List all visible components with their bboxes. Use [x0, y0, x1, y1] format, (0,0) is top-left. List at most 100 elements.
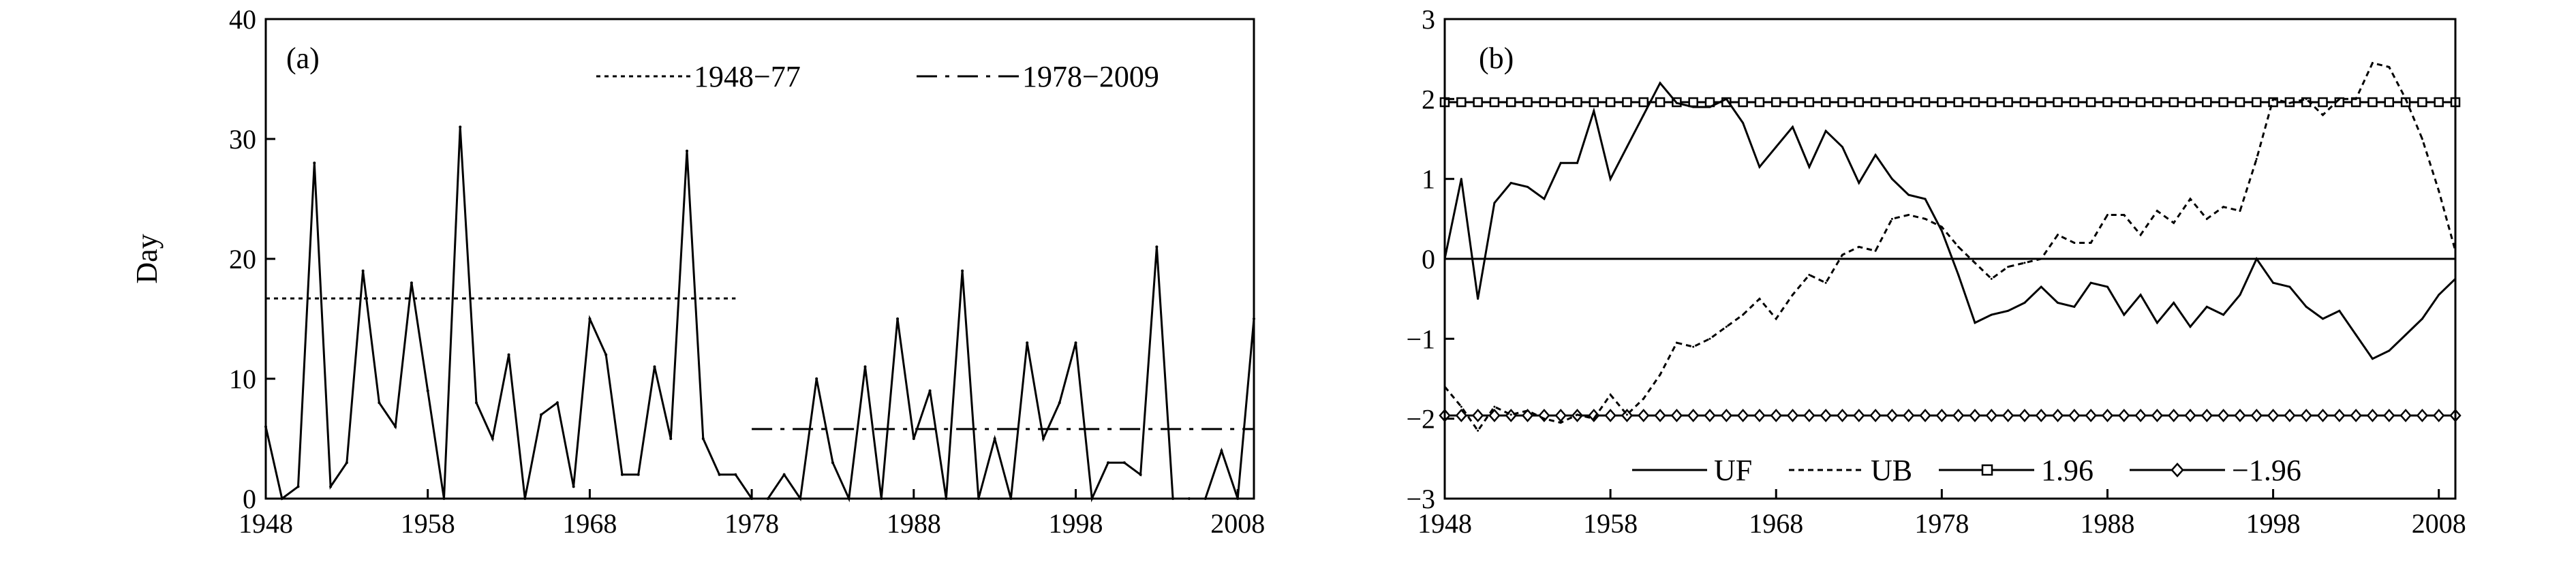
series-neg-1-96-marker: [2201, 409, 2213, 422]
panel-b-label: (b): [1479, 42, 1514, 75]
series-pos-1-96-marker: [2185, 97, 2196, 108]
panel-a-chart: 1948 1958 1968 1978 1988 1998 2008 0 10 20 30 40 (a…: [130, 4, 1265, 539]
data-point-uf: [1477, 298, 1479, 300]
legend-label-ub: UB: [1871, 454, 1912, 487]
data-point-ub: [1974, 262, 1976, 264]
data-point-days: [378, 401, 381, 405]
series-neg-1-96-marker: [1654, 409, 1666, 422]
data-point-uf: [1493, 202, 1496, 204]
series-neg-1-96-marker: [1853, 409, 1865, 422]
data-point-ub: [2404, 97, 2407, 100]
data-point-days: [928, 389, 932, 392]
data-point-ub: [1477, 429, 1479, 432]
data-point-ub: [1990, 277, 1993, 280]
series-neg-1-96-marker: [1919, 409, 1931, 422]
data-point-ub: [1593, 418, 1595, 420]
data-point-uf: [1808, 166, 1811, 168]
data-point-uf: [1858, 182, 1860, 185]
series-pos-1-96-marker: [1887, 97, 1897, 108]
panel-a-series-group: [264, 125, 1255, 503]
series-pos-1-96-marker: [2367, 97, 2378, 108]
series-neg-1-96-marker: [1836, 409, 1849, 422]
series-pos-1-96-marker: [1589, 97, 1599, 108]
data-point-uf: [1725, 97, 1728, 100]
data-point-uf: [1543, 198, 1546, 200]
data-point-days: [1139, 473, 1142, 476]
data-point-ub: [2106, 213, 2109, 216]
data-point-uf: [2189, 326, 2192, 328]
data-point-uf: [1559, 161, 1562, 164]
series-pos-1-96-marker: [1837, 97, 1847, 108]
series-neg-1-96-marker: [1803, 409, 1815, 422]
data-point-ub: [1808, 273, 1811, 276]
series-neg-1-96-marker: [1670, 409, 1683, 422]
series-neg-1-96-marker: [2267, 409, 2280, 422]
series-neg-1-96-marker: [1588, 409, 1600, 422]
data-point-uf: [1742, 122, 1745, 125]
series-pos-1-96-marker: [2135, 97, 2146, 108]
series-neg-1-96-marker: [2399, 409, 2412, 422]
y-tick-label: 40: [229, 4, 256, 35]
series-pos-1-96-marker: [1738, 97, 1748, 108]
data-point-uf: [2040, 285, 2042, 288]
data-point-ub: [2355, 97, 2357, 100]
data-point-days: [686, 149, 689, 153]
series-neg-1-96-marker: [1903, 409, 1915, 422]
data-point-ub: [2255, 157, 2258, 160]
series-pos-1-96-marker: [1638, 97, 1649, 108]
series-neg-1-96-marker: [2316, 409, 2329, 422]
legend-label-1-96: 1.96: [2041, 454, 2094, 487]
x-tick-label: 1958: [401, 508, 455, 539]
data-point-days: [475, 401, 478, 405]
data-point-days: [540, 413, 543, 416]
data-point-uf: [1642, 114, 1645, 116]
data-point-days: [572, 485, 575, 488]
x-tick-label: 1988: [2080, 508, 2134, 539]
series-pos-1-96-marker: [1655, 97, 1666, 108]
data-point-ub: [2272, 97, 2275, 100]
data-point-ub: [1792, 294, 1794, 296]
panel-b-series-group: [1439, 61, 2462, 433]
series-neg-1-96-marker: [2383, 409, 2395, 422]
data-point-uf: [1708, 106, 1711, 108]
legend-swatch-1-96-marker: [1981, 464, 1993, 476]
series-pos-1-96-marker: [1489, 97, 1500, 108]
series-neg-1-96-marker: [1604, 409, 1616, 422]
data-point-ub: [1775, 317, 1777, 320]
data-point-days: [1074, 341, 1077, 345]
series-pos-1-96-marker: [1522, 97, 1533, 108]
series-neg-1-96-marker: [1554, 409, 1567, 422]
data-point-uf: [1593, 110, 1595, 112]
series-neg-1-96-marker: [2350, 409, 2362, 422]
series-pos-1-96-marker: [1539, 97, 1550, 108]
data-point-ub: [1758, 298, 1761, 300]
series-pos-1-96-marker: [1754, 97, 1765, 108]
data-point-uf: [1841, 146, 1843, 148]
series-pos-1-96-marker: [2119, 97, 2130, 108]
y-tick-label: −2: [1406, 404, 1435, 435]
series-pos-1-96-marker: [2202, 97, 2212, 108]
data-point-ub: [2089, 242, 2092, 245]
panel-a-legend: 1948−77 1978−2009: [596, 60, 1159, 93]
series-pos-1-96-marker: [1903, 97, 1914, 108]
panel-a-y-axis-title: Day: [130, 234, 164, 283]
x-tick-label: 1968: [562, 508, 617, 539]
data-point-uf: [1924, 198, 1927, 200]
data-point-ub: [2040, 257, 2042, 260]
panel-a-ticks: 1948 1958 1968 1978 1988 1998 2008 0 10 20 30 40: [229, 4, 1265, 539]
y-tick-label: −1: [1406, 324, 1435, 354]
series-neg-1-96-marker: [2184, 409, 2196, 422]
data-point-ub: [1625, 413, 1628, 416]
series-pos-1-96-marker: [1622, 97, 1632, 108]
y-tick-label: 1: [1422, 164, 1435, 195]
series-pos-1-96-marker: [2102, 97, 2113, 108]
data-point-ub: [2139, 234, 2142, 236]
data-point-uf: [2205, 305, 2208, 308]
y-tick-label: 0: [1422, 244, 1435, 275]
data-point-uf: [1758, 166, 1761, 168]
series-line-days: [264, 127, 1255, 503]
data-point-days: [1155, 245, 1159, 249]
legend-swatch-1-96: [1939, 464, 2034, 476]
data-point-uf: [1792, 125, 1794, 128]
data-point-ub: [1493, 405, 1496, 408]
